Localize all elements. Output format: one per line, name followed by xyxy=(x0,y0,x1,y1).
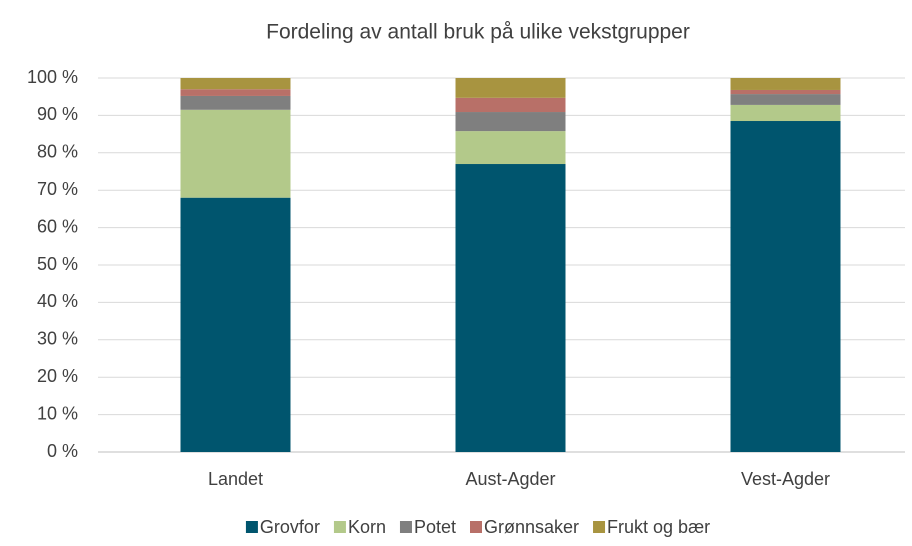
bar-segment xyxy=(180,95,291,110)
y-tick-label: 40 % xyxy=(37,291,78,311)
legend-label: Potet xyxy=(414,517,456,537)
bar-segment xyxy=(455,97,566,113)
legend-swatch xyxy=(593,521,606,533)
legend-swatch xyxy=(399,521,412,533)
y-tick-label: 60 % xyxy=(37,216,78,236)
bar-segment xyxy=(730,121,841,452)
bar-segment xyxy=(455,131,566,165)
legend-label: Frukt og bær xyxy=(607,517,710,537)
y-tick-label: 70 % xyxy=(37,179,78,199)
chart-title: Fordeling av antall bruk på ulike vekstg… xyxy=(266,21,690,44)
y-tick-label: 10 % xyxy=(37,403,78,423)
legend-swatch xyxy=(245,521,258,533)
legend-label: Grovfor xyxy=(260,517,320,537)
y-tick-label: 80 % xyxy=(37,142,78,162)
legend-swatch xyxy=(470,521,482,533)
bar-segment xyxy=(730,94,841,105)
bar-segment xyxy=(455,78,566,98)
y-tick-label: 100 % xyxy=(27,67,78,87)
legend-label: Korn xyxy=(348,517,386,537)
legend-swatch xyxy=(333,521,346,533)
y-tick-label: 50 % xyxy=(37,254,78,274)
y-tick-label: 90 % xyxy=(37,104,78,124)
bar-segment xyxy=(455,164,566,452)
x-tick-label: Vest-Agder xyxy=(741,469,830,489)
legend-label: Grønnsaker xyxy=(484,517,579,537)
bar-segment xyxy=(730,104,841,122)
bar-segment xyxy=(180,197,291,452)
bar-segment xyxy=(455,112,566,132)
y-tick-label: 30 % xyxy=(37,329,78,349)
y-tick-label: 0 % xyxy=(47,441,78,461)
y-tick-label: 20 % xyxy=(37,366,78,386)
bar-segment xyxy=(180,109,291,198)
bar-segment xyxy=(730,78,841,90)
bar-segment xyxy=(730,89,841,95)
bar-segment xyxy=(180,78,291,90)
bar-segment xyxy=(180,89,291,96)
x-tick-label: Aust-Agder xyxy=(465,469,555,489)
x-tick-label: Landet xyxy=(208,469,263,489)
